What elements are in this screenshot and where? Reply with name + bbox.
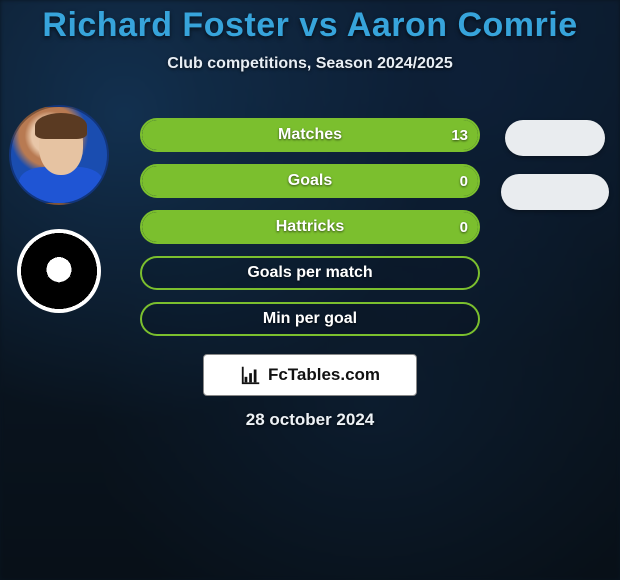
bar-matches: Matches 13 [140,118,480,152]
bar-goals-label: Goals [142,166,478,196]
brand-badge[interactable]: FcTables.com [203,354,417,396]
right-placeholder-1 [505,120,605,156]
bar-mpg: Min per goal [140,302,480,336]
bar-goals: Goals 0 [140,164,480,198]
bar-hattricks: Hattricks 0 [140,210,480,244]
date-text: 28 october 2024 [0,410,620,430]
bar-hattricks-value: 0 [460,212,468,242]
page-title: Richard Foster vs Aaron Comrie [0,6,620,45]
chart-icon [240,364,262,386]
thistle-icon [41,251,77,287]
player-left-column [4,105,114,313]
bar-goals-value: 0 [460,166,468,196]
club-badge-icon [17,229,101,313]
subtitle: Club competitions, Season 2024/2025 [0,55,620,73]
player-right-column [500,120,610,210]
player-left-avatar [9,105,109,205]
stat-bars: Matches 13 Goals 0 Hattricks 0 Goals per… [140,118,480,336]
bar-hattricks-label: Hattricks [142,212,478,242]
bar-mpg-label: Min per goal [142,304,478,334]
right-placeholder-2 [501,174,609,210]
bar-matches-value: 13 [451,120,468,150]
bar-gpm-label: Goals per match [142,258,478,288]
bar-gpm: Goals per match [140,256,480,290]
brand-text: FcTables.com [268,365,380,385]
bar-matches-label: Matches [142,120,478,150]
